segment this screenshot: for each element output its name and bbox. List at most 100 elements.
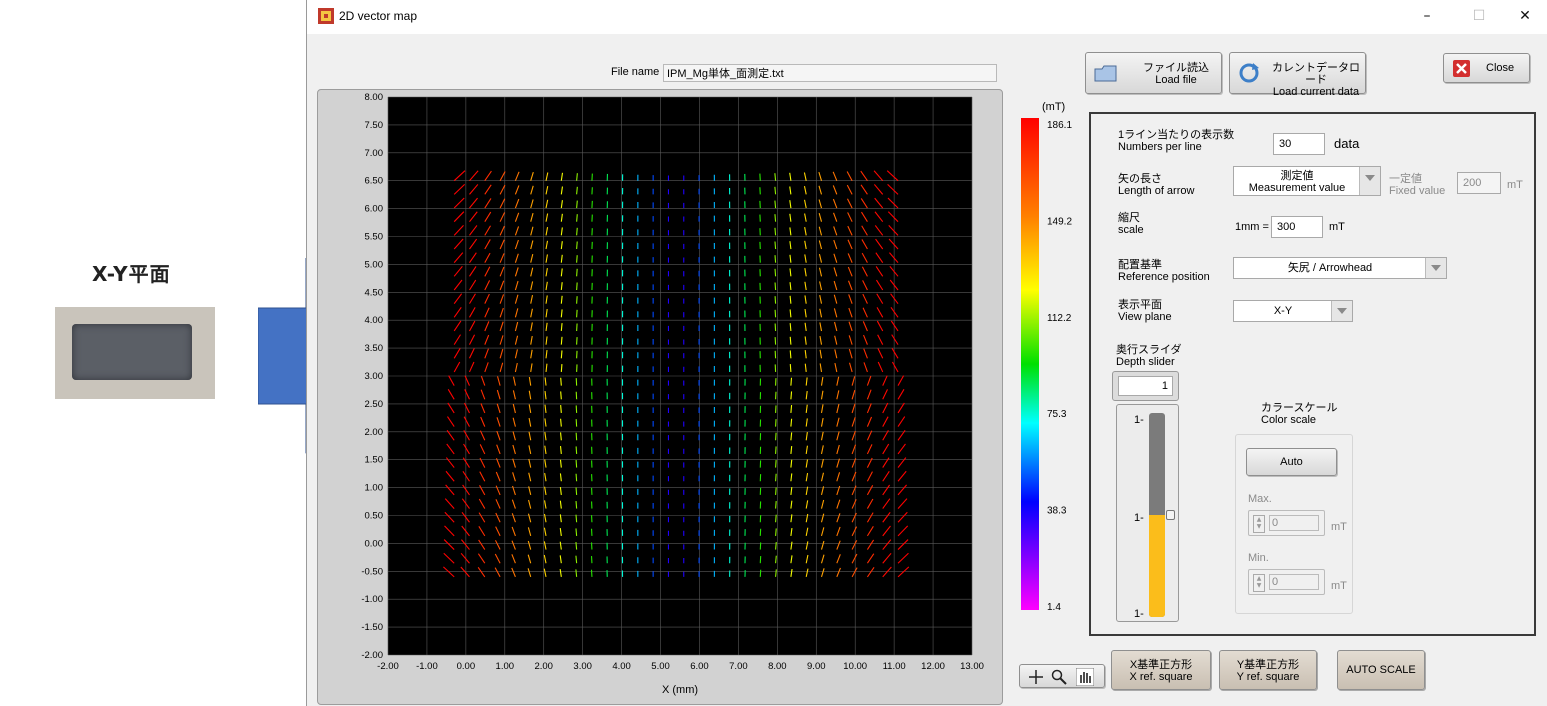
magnet-photo [55,307,215,399]
depth-label-en: Depth slider [1116,356,1175,368]
y-tick-label: -1.50 [361,622,383,633]
numbers-per-line-label-en: Numbers per line [1118,141,1202,153]
minimize-button[interactable]: – [1423,8,1431,24]
settings-panel: 1ライン当たりの表示数 Numbers per line 30 data 矢の長… [1089,112,1536,636]
arrow-length-dropdown[interactable]: 測定値 Measurement value [1233,166,1381,196]
window-close-button[interactable]: ✕ [1519,8,1531,24]
y-tick-label: -1.00 [361,594,383,605]
x-tick-label: 3.00 [573,661,592,672]
depth-tick-mid: 1- [1134,512,1144,524]
scale-prefix: 1mm = [1235,221,1269,233]
color-min-label: Min. [1248,552,1269,564]
fixed-value-unit: mT [1507,179,1523,191]
y-tick-label: 3.50 [365,343,384,354]
depth-value-frame: 1 [1112,371,1179,401]
depth-slider-thumb[interactable] [1166,510,1175,520]
numbers-per-line-input[interactable]: 30 [1273,133,1325,155]
vector-map-window: 2D vector map – ☐ ✕ File name IPM_Mg単体_面… [306,0,1547,706]
load-file-label-en: Load file [1155,74,1197,86]
color-min-input[interactable]: ▲ ▼ 0 [1248,569,1325,595]
y-tick-label: 1.00 [365,483,384,494]
x-tick-label: -2.00 [377,661,399,672]
fixed-value-label-en: Fixed value [1389,185,1446,197]
depth-slider[interactable]: 1- 1- 1- [1116,404,1179,622]
app-icon [318,8,334,24]
fixed-value-label-jp: 一定値 [1389,173,1422,185]
maximize-button[interactable]: ☐ [1472,8,1486,24]
auto-color-button[interactable]: Auto [1246,448,1337,476]
view-plane-label-jp: 表示平面 [1118,299,1162,311]
view-plane-label-en: View plane [1118,311,1172,323]
crosshair-icon[interactable] [1028,669,1044,685]
y-ref-label-en: Y ref. square [1236,671,1300,683]
colorbar-tick-label: 149.2 [1047,216,1072,227]
fixed-value-input[interactable]: 200 [1457,172,1501,194]
scale-input[interactable]: 300 [1271,216,1323,238]
pan-hand-icon[interactable] [1076,668,1094,686]
close-button-label: Close [1486,62,1515,74]
colorbar-tick-label: 1.4 [1047,602,1061,613]
load-current-label-en: Load current data [1272,86,1360,98]
y-tick-label: 6.00 [365,204,384,215]
arrow-length-value-jp: 測定値 [1280,170,1314,182]
y-ref-square-button[interactable]: Y基準正方形 Y ref. square [1219,650,1317,690]
color-scale-label-jp: カラースケール [1261,402,1338,414]
y-tick-label: 6.50 [365,176,384,187]
y-tick-label: 4.00 [365,315,384,326]
y-tick-label: 5.50 [365,232,384,243]
view-plane-dropdown[interactable]: X-Y [1233,300,1353,322]
depth-value-input[interactable]: 1 [1118,376,1173,396]
x-tick-label: 6.00 [690,661,709,672]
zoom-icon[interactable] [1051,669,1067,685]
x-tick-label: 4.00 [612,661,631,672]
x-tick-label: 10.00 [843,661,867,672]
depth-tick-top: 1- [1134,414,1144,426]
plot-tools [1019,664,1105,688]
scale-label-en: scale [1118,224,1144,236]
x-tick-label: 0.00 [457,661,476,672]
numbers-per-line-unit: data [1334,136,1360,151]
y-tick-label: 7.00 [365,148,384,159]
x-tick-label: 12.00 [921,661,945,672]
view-plane-value: X-Y [1273,305,1293,317]
colorbar-tick-label: 186.1 [1047,120,1072,131]
close-button[interactable]: Close [1443,53,1530,83]
close-icon [1453,60,1470,77]
y-ref-label-jp: Y基準正方形 [1236,659,1300,671]
reference-value: 矢尻 / Arrowhead [1287,262,1373,274]
colorbar-tick-label: 112.2 [1047,313,1072,324]
reference-label-jp: 配置基準 [1118,259,1162,271]
depth-label-jp: 奥行スライダ [1116,344,1182,356]
load-file-button[interactable]: ファイル読込 Load file [1085,52,1222,94]
load-current-data-button[interactable]: カレントデータロード Load current data [1229,52,1366,98]
file-name-field[interactable]: IPM_Mg単体_面測定.txt [663,64,997,82]
vector-plot[interactable]: 8.00 7.50 7.00 6.50 6.00 5.50 5.00 4.50 4.00 3.50… [317,89,1001,703]
color-min-unit: mT [1331,580,1347,592]
reference-label-en: Reference position [1118,271,1210,283]
color-max-input[interactable]: ▲ ▼ 0 [1248,510,1325,536]
x-tick-label: 2.00 [534,661,553,672]
load-current-label-jp: カレントデータロード [1272,62,1360,86]
x-tick-label: -1.00 [416,661,438,672]
arrow-length-label-jp: 矢の長さ [1118,173,1162,185]
x-ref-label-jp: X基準正方形 [1129,659,1193,671]
arrow-length-value-en: Measurement value [1248,182,1346,194]
arrow-length-label-en: Length of arrow [1118,185,1195,197]
folder-icon [1094,65,1117,82]
y-tick-label: 0.00 [365,538,384,549]
y-tick-label: -0.50 [361,566,383,577]
depth-tick-bottom: 1- [1134,608,1144,620]
annotation-title: X-Y平面 [92,262,171,286]
reference-dropdown[interactable]: 矢尻 / Arrowhead [1233,257,1447,279]
y-tick-label: 0.50 [365,511,384,522]
scale-label-jp: 縮尺 [1118,212,1140,224]
x-ref-square-button[interactable]: X基準正方形 X ref. square [1111,650,1211,690]
color-scale-group: Auto Max. ▲ ▼ 0 mT Min. ▲ ▼ 0 mT [1235,434,1353,614]
x-tick-label: 8.00 [768,661,787,672]
color-bar: (mT) 186.1 149.2 112.2 75.3 38.3 1.4 [1021,101,1072,613]
color-max-unit: mT [1331,521,1347,533]
y-tick-label: 1.50 [365,455,384,466]
numbers-per-line-label-jp: 1ライン当たりの表示数 [1118,129,1235,141]
auto-scale-button[interactable]: AUTO SCALE [1337,650,1425,690]
color-max-value: 0 [1269,515,1319,531]
